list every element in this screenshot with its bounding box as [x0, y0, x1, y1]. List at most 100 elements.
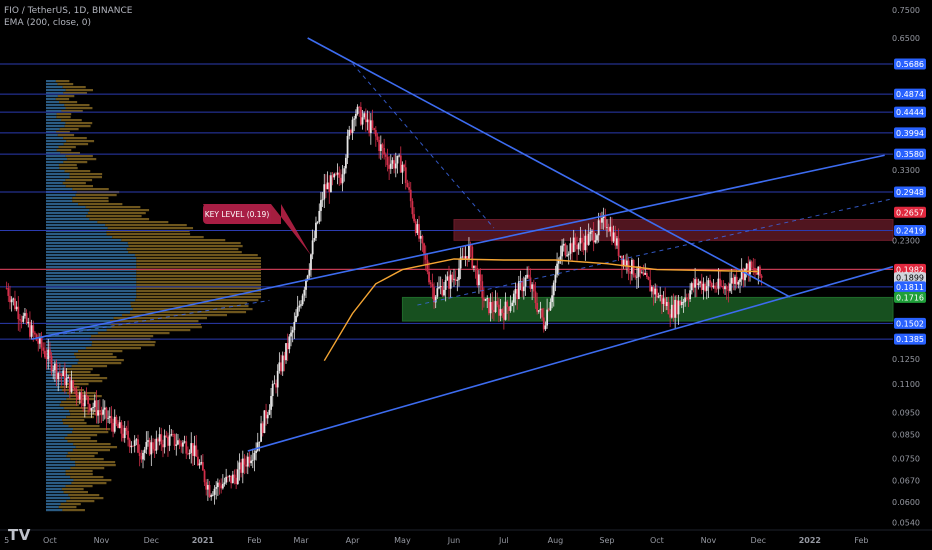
candle-body — [484, 299, 487, 301]
price-tag-value: 0.1982 — [896, 265, 924, 274]
key-level-callout — [203, 204, 271, 224]
candle-body — [260, 423, 262, 442]
volume-profile-bar — [128, 251, 242, 254]
candle-body — [305, 279, 307, 290]
candle-body — [19, 319, 21, 321]
candle-body — [253, 452, 256, 460]
candle-body — [642, 272, 645, 275]
candle-body — [298, 305, 301, 308]
candle-body — [43, 350, 46, 358]
candle-body — [48, 349, 51, 356]
volume-profile-bar — [56, 116, 71, 119]
candle-body — [531, 284, 534, 289]
candle-body — [582, 242, 585, 251]
volume-profile-bar — [46, 242, 128, 245]
candle-body — [398, 155, 401, 157]
candle-body — [225, 476, 228, 483]
candle-body — [376, 136, 379, 140]
volume-profile-bar — [131, 305, 249, 308]
candle-body — [173, 434, 176, 446]
candle-body — [667, 301, 670, 315]
time-axis[interactable]: 5 Oct Nov Dec 2021 Feb Mar Apr May Jun Jul Aug Sep Oc… — [0, 529, 932, 545]
candle-body — [724, 286, 726, 290]
dashed-projection-line — [417, 198, 894, 306]
volume-profile-bar — [66, 140, 95, 143]
volume-profile-bar — [46, 272, 137, 275]
candle-body — [606, 227, 608, 229]
volume-profile-bar — [70, 458, 104, 461]
candle-body — [561, 245, 563, 257]
candle-body — [524, 277, 527, 287]
volume-profile-bar — [85, 206, 141, 209]
candle-body — [677, 300, 680, 315]
candle-body — [255, 450, 257, 453]
candle-body — [172, 434, 174, 435]
volume-profile-bar — [46, 179, 66, 182]
time-tick-label: Aug — [548, 536, 564, 545]
candle-body — [474, 265, 477, 269]
volume-profile-bar — [64, 437, 91, 440]
volume-profile-bar — [46, 317, 114, 320]
candle-body — [10, 299, 13, 303]
candle-body — [512, 293, 515, 303]
candle-body — [655, 288, 658, 298]
candle-body — [394, 163, 397, 169]
candle-body — [599, 220, 602, 223]
candle-body — [125, 427, 128, 431]
price-axis[interactable]: 0.7500 0.6500 0.3300 0.2300 0.1250 0.1100 0.09… — [892, 6, 926, 528]
volume-profile-bar — [122, 314, 228, 317]
volume-profile-bar — [46, 491, 64, 494]
candle-body — [379, 144, 382, 151]
price-tag: 0.1811 — [894, 281, 926, 293]
candle-body — [612, 232, 615, 242]
tradingview-logo: TV — [8, 526, 31, 544]
volume-profile-bar — [72, 197, 109, 200]
price-tick-label: 0.1250 — [892, 355, 920, 364]
candle-body — [353, 118, 356, 120]
candle-body — [73, 387, 76, 390]
candle-body — [384, 154, 387, 157]
candle-body — [9, 295, 11, 303]
volume-profile-bar — [46, 482, 72, 485]
volume-profile-bar — [75, 356, 117, 359]
volume-profile-bar — [65, 179, 93, 182]
volume-profile-bar — [46, 260, 137, 263]
candle-body — [78, 392, 81, 400]
volume-profile-bar — [69, 380, 103, 383]
trendline — [247, 265, 894, 452]
volume-profile-bar — [59, 167, 78, 170]
candle-body — [138, 452, 141, 457]
symbol-title[interactable]: FIO / TetherUS, 1D, BINANCE — [4, 6, 133, 16]
price-tag-box — [894, 263, 926, 275]
candle-body — [231, 474, 234, 484]
volume-profile-bar — [46, 269, 137, 272]
volume-profile-bar — [61, 119, 82, 122]
volume-profile-bar — [46, 335, 92, 338]
candle-body — [200, 462, 203, 464]
candle-body — [544, 325, 547, 330]
candle-body — [143, 449, 146, 453]
candle-body — [567, 253, 570, 256]
volume-profile-bar — [58, 506, 77, 509]
candle-body — [497, 304, 500, 316]
volume-profile-bar — [46, 302, 131, 305]
candle-body — [137, 439, 139, 453]
ema-indicator-label[interactable]: EMA (200, close, 0) — [4, 18, 92, 28]
time-tick-label: Oct — [650, 536, 664, 545]
candle-body — [276, 370, 279, 388]
candle-body — [542, 317, 545, 330]
candle-body — [310, 254, 312, 271]
volume-profile-bar — [46, 386, 61, 389]
candle-body — [306, 275, 309, 280]
time-tick-label: Feb — [247, 536, 261, 545]
candle-body — [193, 445, 196, 456]
candle-body — [747, 263, 750, 275]
price-tag-value: 0.1899 — [896, 274, 924, 283]
candle-body — [609, 226, 612, 232]
volume-profile-bar — [46, 146, 59, 149]
candle-body — [576, 244, 578, 250]
candle-body — [230, 475, 233, 484]
volume-profile-bar — [74, 353, 113, 356]
candle-body — [674, 299, 677, 318]
